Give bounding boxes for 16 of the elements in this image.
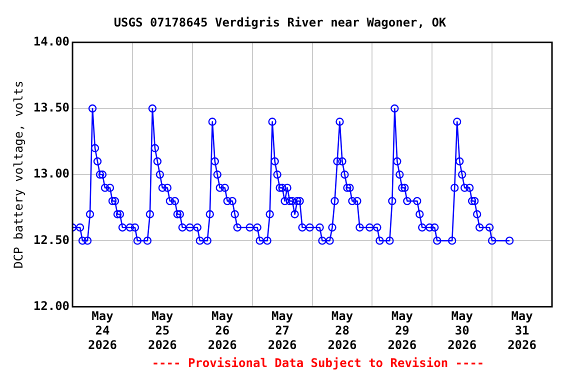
y-tick-label: 12.50 <box>33 232 70 247</box>
x-tick-label: May 24 2026 <box>88 309 117 352</box>
y-tick-label: 13.00 <box>33 166 70 181</box>
x-tick-label: May 28 2026 <box>328 309 357 352</box>
x-tick-label: May 25 2026 <box>148 309 177 352</box>
y-tick-label: 12.00 <box>33 298 70 313</box>
x-tick-label: May 30 2026 <box>448 309 477 352</box>
x-tick-label: May 26 2026 <box>208 309 237 352</box>
text: ---- Provisional Data Subject to Revision ---- <box>150 356 486 370</box>
y-tick-label: 14.00 <box>33 34 70 49</box>
y-axis-title: DCP battery voltage, volts <box>11 80 26 269</box>
y-tick-label: 13.50 <box>33 100 70 115</box>
x-tick-label: May 31 2026 <box>508 309 536 352</box>
x-tick-label: May 27 2026 <box>268 309 297 352</box>
chart-title: USGS 07178645 Verdigris River near Wagoner, OK <box>114 15 447 30</box>
x-tick-label: May 29 2026 <box>388 309 417 352</box>
